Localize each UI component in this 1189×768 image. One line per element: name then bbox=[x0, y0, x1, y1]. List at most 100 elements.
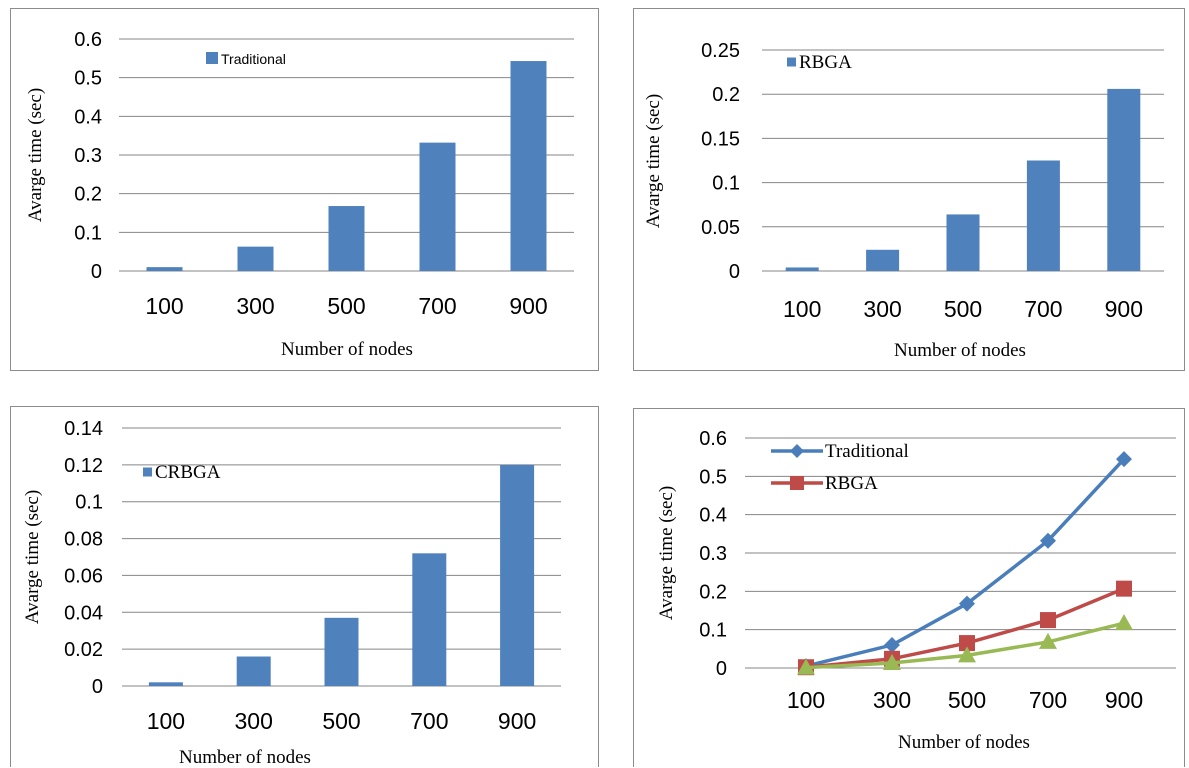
legend-swatch bbox=[143, 467, 152, 477]
y-tick-label: 0.2 bbox=[712, 84, 740, 106]
data-point bbox=[1116, 580, 1132, 597]
y-tick-label: 0.4 bbox=[699, 505, 727, 527]
bar bbox=[1026, 160, 1060, 271]
y-tick-label: 0.12 bbox=[64, 455, 103, 477]
y-tick-label: 0.5 bbox=[74, 68, 102, 90]
legend-swatch bbox=[206, 52, 218, 64]
bar-chart-traditional: 0 0.1 0.2 0.3 0.4 0.5 0.6 100 300 500 700 900 Number… bbox=[25, 29, 574, 360]
bar bbox=[412, 553, 447, 686]
x-tick-label: 100 bbox=[147, 708, 185, 734]
data-point bbox=[1116, 451, 1132, 468]
y-tick-label: 0 bbox=[91, 261, 102, 283]
bar bbox=[419, 142, 456, 271]
bar bbox=[328, 206, 365, 271]
bar bbox=[236, 656, 271, 686]
data-point bbox=[1115, 614, 1133, 631]
x-tick-label: 100 bbox=[787, 687, 825, 713]
y-tick-label: 0.6 bbox=[74, 29, 102, 51]
line-chart-comparison: 0 0.1 0.2 0.3 0.4 0.5 0.6 100 300 500 700 900 Number… bbox=[656, 428, 1176, 753]
y-tick-label: 0.02 bbox=[64, 639, 103, 661]
data-point bbox=[958, 646, 976, 663]
x-tick-label: 100 bbox=[145, 293, 183, 319]
y-tick-label: 0.04 bbox=[64, 602, 103, 624]
x-axis-title: Number of nodes bbox=[179, 747, 311, 768]
y-tick-label: 0.25 bbox=[701, 40, 740, 62]
data-point bbox=[959, 595, 975, 612]
y-tick-label: 0.1 bbox=[699, 620, 727, 642]
x-tick-label: 300 bbox=[863, 296, 901, 322]
y-tick-label: 0.15 bbox=[701, 128, 740, 150]
legend-marker bbox=[790, 444, 804, 458]
data-point bbox=[1039, 632, 1057, 649]
x-tick-label: 700 bbox=[418, 293, 456, 319]
bar bbox=[324, 617, 359, 686]
bar-chart-rbga: 0 0.05 0.1 0.15 0.2 0.25 100 300 500 700 900 Number… bbox=[643, 40, 1164, 361]
y-tick-label: 0.1 bbox=[75, 492, 103, 514]
data-point bbox=[1040, 532, 1056, 549]
x-tick-label: 100 bbox=[783, 296, 821, 322]
legend-swatch bbox=[787, 57, 796, 67]
bar bbox=[866, 249, 900, 271]
bar bbox=[146, 267, 183, 271]
y-tick-label: 0 bbox=[716, 658, 727, 680]
y-tick-label: 0 bbox=[92, 676, 103, 698]
bar bbox=[237, 246, 274, 271]
legend-label: RBGA bbox=[799, 52, 852, 73]
data-point bbox=[797, 658, 815, 675]
x-tick-label: 300 bbox=[873, 687, 911, 713]
chart-panel-crbga: 0 0.02 0.04 0.06 0.08 0.1 0.12 0.14 100 300 500 700… bbox=[10, 406, 599, 768]
y-axis-title: Avarge time (sec) bbox=[643, 94, 664, 228]
x-tick-label: 500 bbox=[327, 293, 365, 319]
data-point bbox=[883, 654, 901, 671]
y-tick-label: 0.05 bbox=[701, 217, 740, 239]
legend-marker bbox=[790, 476, 804, 490]
y-tick-label: 0.4 bbox=[74, 106, 102, 128]
x-axis-title: Number of nodes bbox=[894, 340, 1026, 361]
bar-chart-crbga: 0 0.02 0.04 0.06 0.08 0.1 0.12 0.14 100 300 500 700… bbox=[22, 418, 561, 768]
bar bbox=[510, 61, 547, 271]
y-axis-title: Avarge time (sec) bbox=[25, 88, 46, 222]
data-point bbox=[959, 635, 975, 652]
legend-label: Traditional bbox=[221, 51, 286, 67]
y-tick-label: 0.2 bbox=[699, 581, 727, 603]
y-axis-title: Avarge time (sec) bbox=[22, 490, 43, 624]
y-tick-label: 0.3 bbox=[74, 145, 102, 167]
x-tick-label: 900 bbox=[1105, 687, 1143, 713]
x-tick-label: 500 bbox=[322, 708, 360, 734]
bar bbox=[946, 214, 980, 271]
y-axis-title: Avarge time (sec) bbox=[656, 486, 677, 620]
chart-panel-rbga: 0 0.05 0.1 0.15 0.2 0.25 100 300 500 700 900 Number… bbox=[633, 8, 1185, 371]
bar bbox=[148, 682, 183, 686]
y-tick-label: 0.06 bbox=[64, 565, 103, 587]
legend-label: RBGA bbox=[825, 473, 878, 494]
x-axis-title: Number of nodes bbox=[898, 732, 1030, 753]
x-tick-label: 900 bbox=[498, 708, 536, 734]
y-tick-label: 0.6 bbox=[699, 428, 727, 450]
bar bbox=[500, 464, 535, 686]
bar bbox=[785, 267, 819, 271]
y-tick-label: 0.1 bbox=[74, 222, 102, 244]
x-tick-label: 700 bbox=[410, 708, 448, 734]
y-tick-label: 0 bbox=[729, 261, 740, 283]
chart-panel-traditional: 0 0.1 0.2 0.3 0.4 0.5 0.6 100 300 500 700 900 Number… bbox=[10, 8, 599, 371]
x-tick-label: 900 bbox=[1105, 296, 1143, 322]
data-point bbox=[1040, 612, 1056, 629]
y-tick-label: 0.3 bbox=[699, 543, 727, 565]
x-tick-label: 900 bbox=[509, 293, 547, 319]
x-tick-label: 300 bbox=[235, 708, 273, 734]
x-tick-label: 300 bbox=[236, 293, 274, 319]
bar bbox=[1107, 88, 1141, 272]
data-point bbox=[884, 637, 900, 653]
y-tick-label: 0.5 bbox=[699, 466, 727, 488]
x-tick-label: 700 bbox=[1029, 687, 1067, 713]
y-tick-label: 0.08 bbox=[64, 529, 103, 551]
x-tick-label: 500 bbox=[944, 296, 982, 322]
legend-label: Traditional bbox=[825, 441, 909, 462]
y-tick-label: 0.14 bbox=[64, 418, 103, 440]
y-tick-label: 0.2 bbox=[74, 184, 102, 206]
legend-label: CRBGA bbox=[155, 462, 221, 483]
y-tick-label: 0.1 bbox=[712, 173, 740, 195]
x-tick-label: 700 bbox=[1024, 296, 1062, 322]
chart-panel-comparison: 0 0.1 0.2 0.3 0.4 0.5 0.6 100 300 500 700 900 Number… bbox=[633, 408, 1185, 767]
x-tick-label: 500 bbox=[948, 687, 986, 713]
